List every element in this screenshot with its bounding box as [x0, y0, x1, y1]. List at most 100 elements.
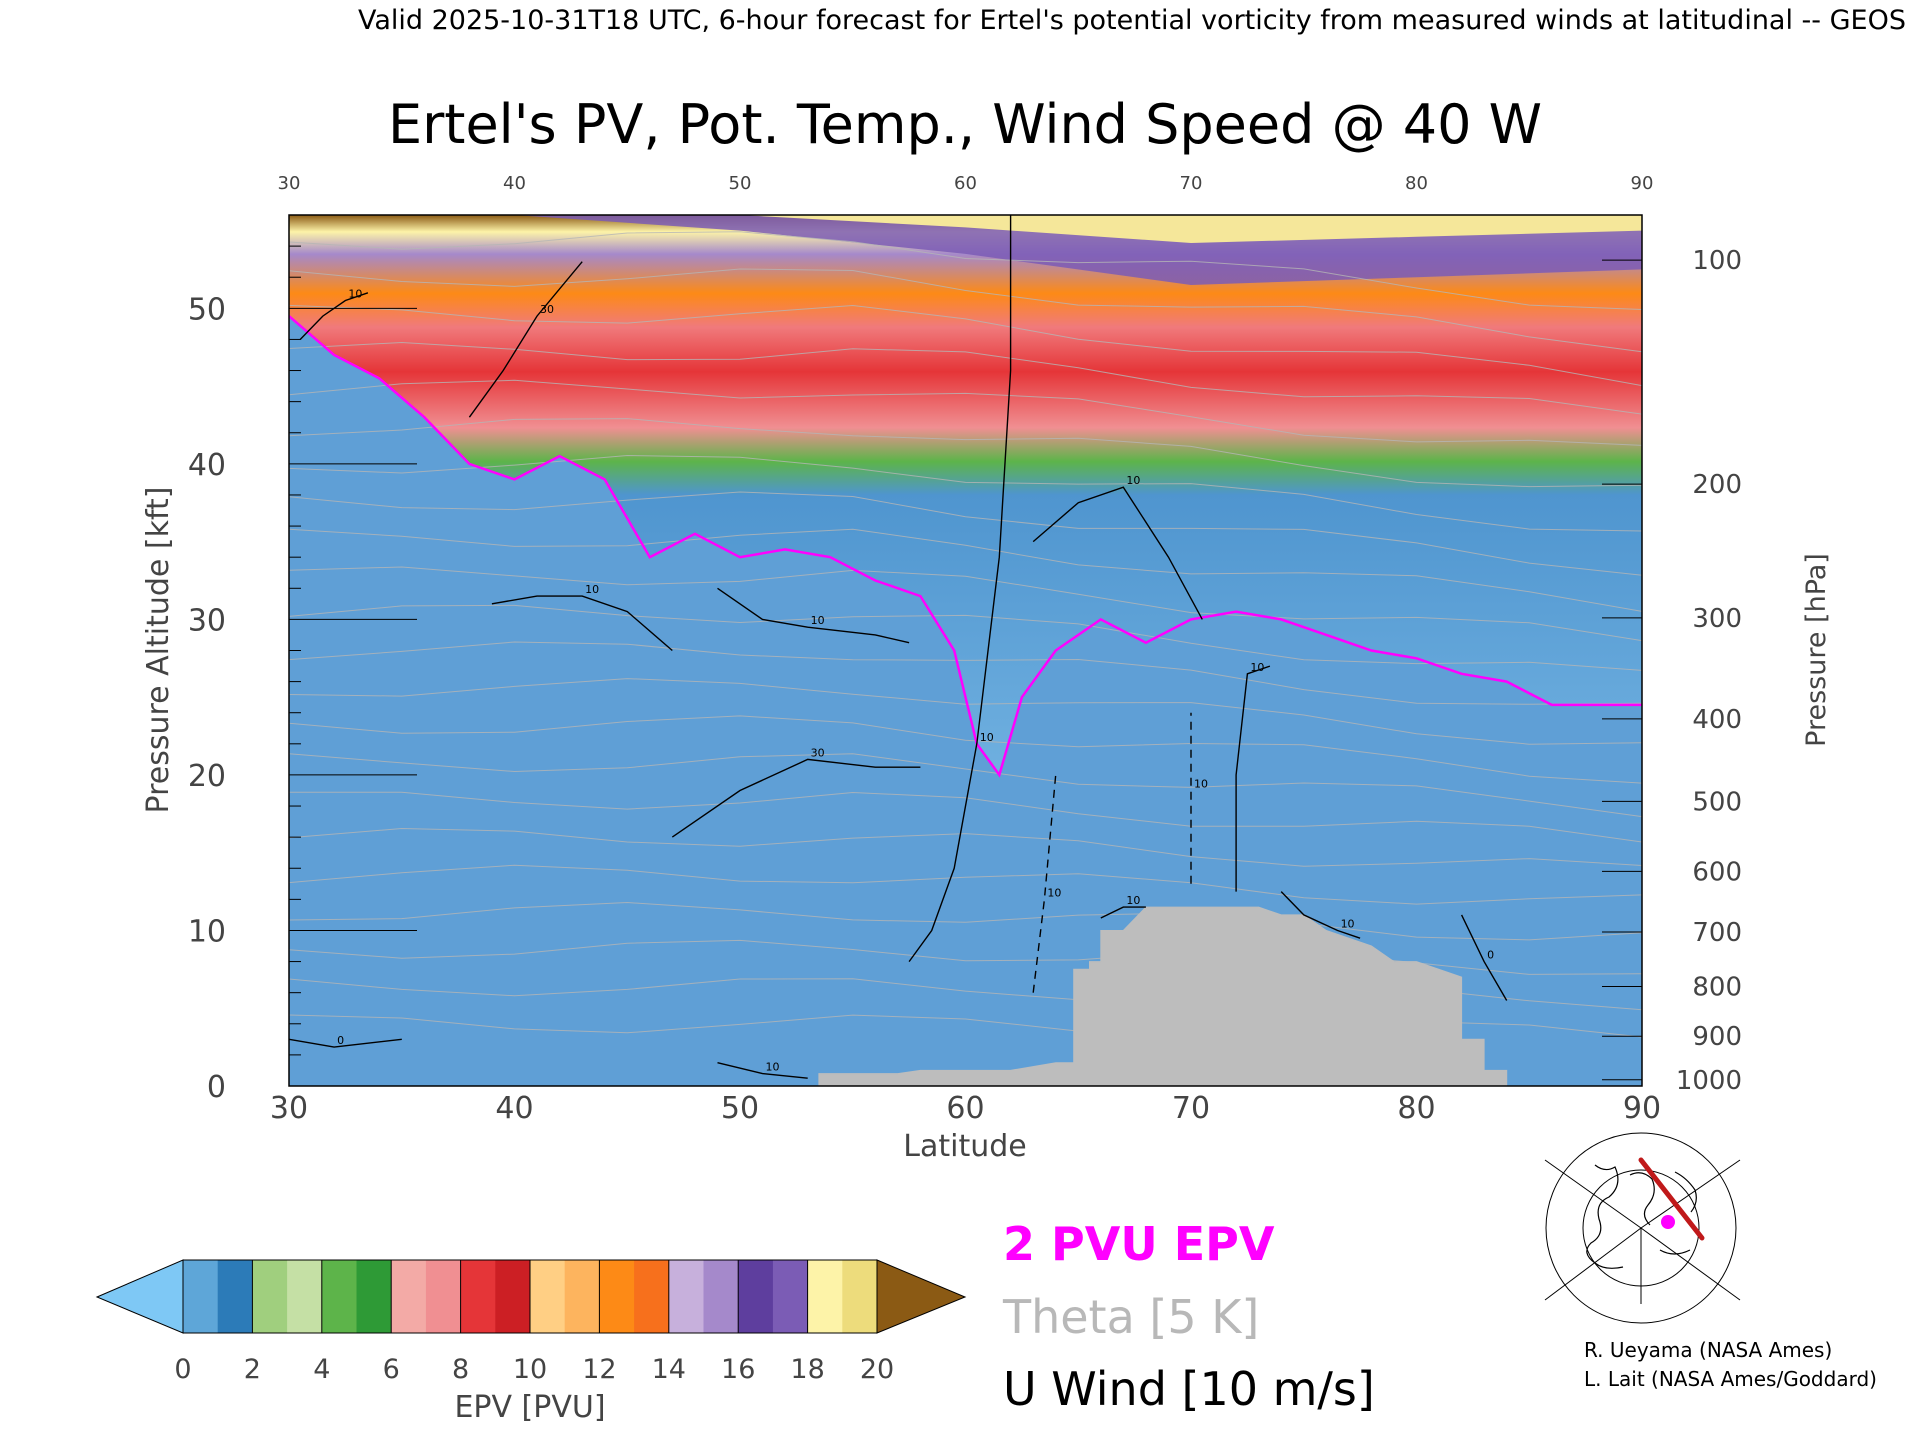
pressure-axis-label: Pressure [hPa]	[1801, 553, 1832, 747]
u-wind-contour-label: 10	[1126, 474, 1140, 487]
u-wind-contour	[717, 1062, 808, 1079]
y-tick-label: 50	[188, 292, 226, 327]
pressure-tick-label: 600	[1692, 857, 1742, 887]
theta-isentrope	[289, 418, 1642, 488]
theta-isentrope	[289, 827, 1642, 867]
plot-area: 10 30 10 30 10 10 10 10 10 10 10 10 0 0 10	[288, 214, 1643, 1087]
theta-isentrope	[289, 641, 1642, 705]
u-wind-contour-label: 10	[980, 731, 994, 744]
y-tick-label: 40	[188, 448, 226, 483]
colorbar-swatch	[217, 1260, 253, 1333]
colorbar-swatch	[356, 1260, 392, 1333]
u-wind-contour	[671, 758, 921, 838]
colorbar-tick-label: 20	[860, 1354, 894, 1385]
pressure-tick-label: 1000	[1676, 1066, 1742, 1096]
colorbar-swatch	[321, 1260, 357, 1333]
x-tick-labels: 30 40 50 60 70 80 90	[270, 1091, 1661, 1126]
pressure-tick-label: 200	[1692, 470, 1742, 500]
theta-contours	[289, 231, 1642, 1038]
top-tick-label: 50	[729, 173, 752, 194]
u-wind-contour	[289, 1038, 402, 1048]
colorbar-swatch	[425, 1260, 462, 1333]
colorbar-label: EPV [PVU]	[454, 1390, 605, 1425]
theta-isentrope	[289, 791, 1642, 843]
u-wind-contour	[717, 587, 910, 644]
credit-1: R. Ueyama (NASA Ames)	[1584, 1338, 1832, 1362]
u-wind-contour	[1032, 486, 1203, 620]
colorbar-overflow	[876, 1259, 967, 1334]
colorbar-tick-label: 6	[383, 1354, 400, 1385]
colorbar-swatch	[530, 1260, 566, 1333]
theta-isentrope	[289, 715, 1642, 784]
pressure-tick-label: 500	[1692, 787, 1742, 817]
upper-stratosphere-cap	[289, 215, 1642, 243]
y-tick-label: 10	[188, 914, 226, 949]
colorbar-segments	[182, 1259, 878, 1334]
top-tick-labels: 30 40 50 60 70 80 90	[278, 173, 1654, 194]
colorbar-swatch	[703, 1260, 739, 1333]
theta-isentrope	[289, 901, 1642, 941]
u-wind-contour-label: 10	[1126, 894, 1140, 907]
legend-pv: 2 PVU EPV	[1003, 1217, 1275, 1271]
u-wind-contour-label: 0	[337, 1034, 344, 1047]
locator-map	[1540, 1132, 1742, 1324]
theta-isentrope	[289, 304, 1642, 387]
theta-isentrope	[289, 454, 1642, 532]
u-wind-contour-label: 10	[1341, 917, 1355, 930]
colorbar-swatch	[183, 1260, 219, 1333]
top-tick-label: 70	[1180, 173, 1203, 194]
u-wind-contour-label: 10	[348, 288, 362, 301]
u-wind-contour-label: 10	[811, 614, 825, 627]
theta-isentrope	[289, 566, 1642, 642]
u-wind-contour	[1280, 891, 1361, 939]
u-wind-contours: 10 30 10 30 10 10 10 10 10 10 10 10 0 0 10	[289, 215, 1508, 1079]
y-tick-label: 20	[188, 759, 226, 794]
colorbar-swatch	[634, 1260, 670, 1333]
pressure-tick-label: 800	[1692, 972, 1742, 1002]
y-axis-label: Pressure Altitude [kft]	[141, 487, 176, 814]
theta-isentrope	[289, 528, 1642, 612]
pressure-tick-label: 700	[1692, 918, 1742, 948]
left-minor-ticks	[289, 214, 417, 1087]
top-tick-label: 40	[503, 173, 526, 194]
legend-theta: Theta [5 K]	[1002, 1290, 1259, 1344]
header-text: Valid 2025-10-31T18 UTC, 6-hour forecast…	[358, 5, 1906, 36]
pressure-tick-label: 300	[1692, 604, 1742, 634]
colorbar-tick-label: 2	[244, 1354, 261, 1385]
legend: 2 PVU EPV Theta [5 K] U Wind [10 m/s]	[1002, 1217, 1375, 1416]
colorbar-tick-label: 8	[452, 1354, 469, 1385]
stratosphere-fill	[289, 215, 1642, 775]
u-wind-contour-label: 10	[1194, 777, 1208, 790]
colorbar-tick-label: 16	[721, 1354, 755, 1385]
top-tick-label: 90	[1631, 173, 1654, 194]
u-wind-contour-label: 0	[1487, 949, 1494, 962]
x-tick-label: 50	[721, 1091, 759, 1126]
colorbar-swatch	[287, 1260, 323, 1333]
top-tick-label: 60	[954, 173, 977, 194]
colorbar-swatch	[599, 1260, 635, 1333]
u-wind-contour	[1235, 665, 1271, 892]
chart-title: Ertel's PV, Pot. Temp., Wind Speed @ 40 …	[388, 93, 1542, 156]
colorbar: 0 2 4 6 8 10 12 14 16 18 20 EPV [PVU]	[95, 1259, 967, 1425]
x-axis-label: Latitude	[903, 1129, 1026, 1164]
u-wind-contour	[491, 595, 673, 652]
colorbar-swatch	[738, 1260, 774, 1333]
pressure-tick-label: 400	[1692, 705, 1742, 735]
u-wind-contour	[1032, 774, 1057, 993]
theta-isentrope	[289, 753, 1642, 818]
colorbar-tick-labels: 0 2 4 6 8 10 12 14 16 18 20	[174, 1354, 894, 1385]
pressure-axis-ticks	[1602, 259, 1642, 1081]
u-wind-contour-label: 30	[811, 746, 825, 759]
u-wind-contour-label: 10	[766, 1061, 780, 1074]
colorbar-swatch	[460, 1260, 496, 1333]
colorbar-tick-label: 4	[313, 1354, 330, 1385]
colorbar-tick-label: 18	[790, 1354, 824, 1385]
u-wind-contour	[1460, 914, 1508, 1001]
u-wind-contour-label: 30	[540, 303, 554, 316]
colorbar-underflow	[95, 1259, 184, 1334]
colorbar-tick-label: 10	[513, 1354, 547, 1385]
pressure-tick-labels: 100 200 300 400 500 600 700 800 900 1000	[1676, 246, 1742, 1096]
colorbar-swatch	[668, 1260, 704, 1333]
x-tick-label: 80	[1397, 1091, 1435, 1126]
y-tick-label: 30	[188, 603, 226, 638]
